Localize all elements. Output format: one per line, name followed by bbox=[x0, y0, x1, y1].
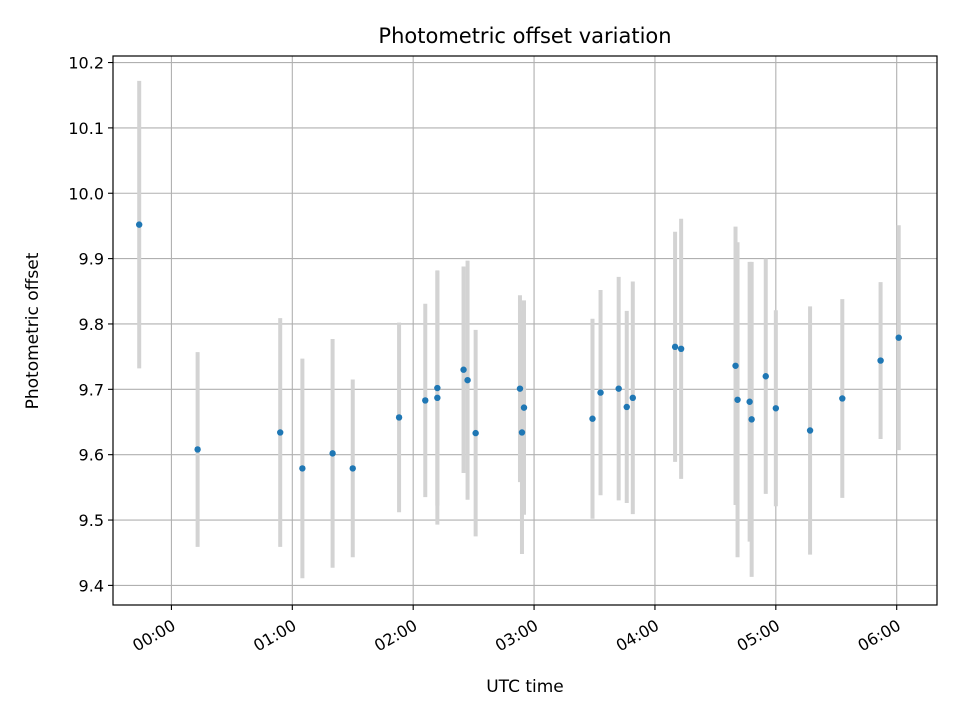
data-point bbox=[422, 397, 429, 404]
data-point bbox=[748, 416, 755, 423]
data-point bbox=[349, 465, 356, 472]
y-axis-ticks: 9.4 9.5 9.6 9.7 9.8 9.9 10.0 10.1 10.2 bbox=[68, 54, 113, 595]
error-bars bbox=[137, 80, 901, 579]
data-point bbox=[623, 403, 630, 411]
data-point bbox=[877, 357, 884, 364]
y-tick-label: 9.9 bbox=[79, 250, 104, 269]
data-point bbox=[671, 343, 679, 351]
chart-title: Photometric offset variation bbox=[378, 24, 671, 48]
x-tick-label: 02:00 bbox=[371, 616, 420, 656]
data-point bbox=[472, 429, 479, 437]
y-axis-label: Photometric offset bbox=[23, 252, 43, 409]
data-point bbox=[762, 373, 769, 380]
data-point bbox=[597, 389, 604, 396]
y-tick-label: 10.0 bbox=[68, 184, 104, 203]
data-point bbox=[734, 396, 741, 403]
data-point bbox=[434, 384, 441, 392]
x-tick-label: 03:00 bbox=[492, 616, 541, 656]
data-point bbox=[520, 404, 528, 411]
data-point bbox=[629, 394, 636, 402]
data-point bbox=[746, 398, 753, 405]
data-point bbox=[194, 446, 201, 453]
y-tick-label: 9.6 bbox=[79, 446, 104, 465]
x-tick-label: 06:00 bbox=[855, 616, 904, 656]
x-axis-ticks: 00:00 01:00 02:00 03:00 04:00 05:00 06:00 bbox=[129, 605, 904, 655]
data-point bbox=[589, 415, 596, 422]
y-tick-label: 9.7 bbox=[79, 380, 104, 399]
x-tick-label: 04:00 bbox=[613, 616, 662, 656]
data-point bbox=[839, 395, 846, 402]
data-point bbox=[464, 376, 471, 384]
x-tick-label: 01:00 bbox=[250, 616, 299, 656]
data-point bbox=[135, 221, 143, 228]
data-point bbox=[677, 345, 685, 352]
y-tick-label: 9.8 bbox=[79, 315, 104, 334]
data-point bbox=[460, 366, 467, 373]
data-point bbox=[518, 429, 526, 436]
x-axis-label: UTC time bbox=[486, 677, 564, 697]
data-point bbox=[732, 362, 739, 369]
data-points bbox=[135, 221, 902, 472]
data-point bbox=[299, 465, 306, 472]
data-point bbox=[434, 394, 441, 402]
data-point bbox=[615, 385, 622, 392]
data-point bbox=[277, 429, 284, 436]
x-tick-label: 05:00 bbox=[734, 616, 783, 656]
data-point bbox=[516, 385, 524, 392]
data-point bbox=[395, 414, 403, 421]
data-point bbox=[772, 405, 780, 412]
data-point bbox=[329, 450, 336, 457]
data-point bbox=[806, 427, 814, 434]
y-tick-label: 10.2 bbox=[68, 54, 104, 73]
y-tick-label: 9.4 bbox=[79, 576, 104, 595]
x-tick-label: 00:00 bbox=[129, 616, 178, 656]
y-tick-label: 10.1 bbox=[68, 119, 104, 138]
plot-frame bbox=[112, 55, 938, 606]
y-tick-label: 9.5 bbox=[79, 511, 104, 530]
data-point bbox=[895, 334, 902, 341]
